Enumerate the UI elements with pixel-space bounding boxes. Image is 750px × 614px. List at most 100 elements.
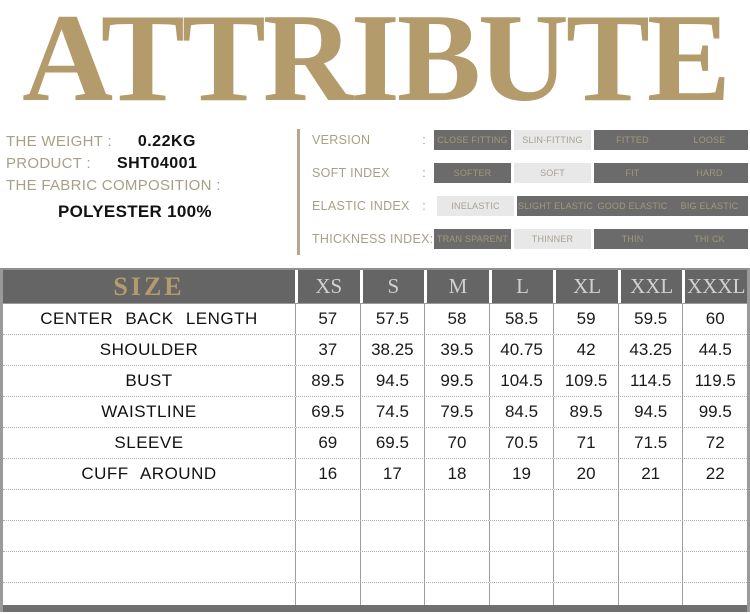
attribute-row-head: ELASTIC INDEX: [312,199,434,213]
size-cell: 60 [682,304,747,334]
attribute-label: SOFT INDEX [312,166,390,180]
size-cell: 21 [617,459,683,489]
size-cell: 72 [682,428,747,458]
size-cell: 79.5 [424,397,489,427]
product-line: PRODUCT : SHT04001 [6,155,297,173]
attribute-label: THICKNESS INDEX [312,232,430,246]
row-label: BUST [125,371,173,390]
option-chip-soft[interactable]: SOFT [514,163,591,183]
option-chip-inelastic[interactable]: INELASTIC [437,196,514,216]
option-chip-close-fitting[interactable]: CLOSE FITTING [434,130,511,150]
size-cell: 84.5 [488,397,554,427]
size-cell: 18 [424,459,489,489]
size-cell [424,552,489,582]
option-chip-fit[interactable]: FIT [594,163,671,183]
size-cell: 94.5 [617,397,683,427]
option-chip-big-elastic[interactable]: BIG ELASTIC [671,196,748,216]
size-cell: 57.5 [359,304,425,334]
size-column-header-l: L [488,270,554,303]
size-cell [682,552,747,582]
size-cell: 71 [553,428,618,458]
size-cell [424,521,489,551]
size-cell: 22 [682,459,747,489]
option-chip-softer[interactable]: SOFTER [434,163,511,183]
option-chip-tran-sparent[interactable]: TRAN SPARENT [434,229,511,249]
size-cell: 44.5 [682,335,747,365]
size-cell [295,490,360,520]
size-cell: 17 [359,459,425,489]
size-cell [295,521,360,551]
row-label: WAISTLINE [101,402,197,421]
size-table: SIZE XS S M L XL XXL XXXL CENTER BACK LENGTH 57… [0,268,750,612]
size-cell [295,583,360,605]
size-column-header-xl: XL [553,270,618,303]
product-value: SHT04001 [116,155,198,172]
option-chip-hard[interactable]: HARD [671,163,748,183]
size-header-label: SIZE [113,272,185,301]
size-cell: 114.5 [617,366,683,396]
attribute-colon: : [422,166,426,180]
info-section: THE WEIGHT : 0.22KG PRODUCT : SHT04001 THE… [0,121,750,258]
option-chip-slight-elastic[interactable]: SLIGHT ELASTIC [517,196,594,216]
size-cell: 59 [553,304,618,334]
row-label [3,552,295,582]
attribute-row-version: VERSION: CLOSE FITTING SLIN-FITTING FITTED L… [312,130,748,150]
attribute-colon: : [422,199,426,213]
size-cell [359,583,425,605]
size-column-header-xxxl: XXXL [682,270,747,303]
size-cell [617,552,683,582]
attribute-row-elastic-index: ELASTIC INDEX: INELASTIC SLIGHT ELASTIC GOO… [312,196,748,216]
size-cell [488,490,554,520]
option-chip-fitted[interactable]: FITTED [594,130,671,150]
weight-line: THE WEIGHT : 0.22KG [6,133,297,151]
table-row-waistline: WAISTLINE 69.5 74.5 79.5 84.5 89.5 94.5 99.5 [3,396,747,427]
table-row-empty [3,489,747,520]
size-cell [553,490,618,520]
table-row-center-back-length: CENTER BACK LENGTH 57 57.5 58 58.5 59 59.5 60 [3,304,747,334]
size-cell [553,521,618,551]
size-cell: 57 [295,304,360,334]
size-cell [617,490,683,520]
attribute-colon: : [422,133,426,147]
attribute-label: VERSION [312,133,371,147]
size-cell: 94.5 [359,366,425,396]
size-cell: 74.5 [359,397,425,427]
size-cell [359,552,425,582]
attribute-row-thickness-index: THICKNESS INDEX: TRAN SPARENT THINNER THIN T… [312,229,748,249]
size-cell: 37 [295,335,360,365]
option-chips: INELASTIC SLIGHT ELASTIC GOOD ELASTIC BIG E… [434,196,748,216]
size-cell: 42 [553,335,618,365]
size-cell: 99.5 [682,397,747,427]
option-chip-thi-ck[interactable]: THI CK [671,229,748,249]
attribute-row-head: VERSION: [312,133,434,147]
attribute-row-head: SOFT INDEX: [312,166,434,180]
size-cell: 59.5 [617,304,683,334]
size-cell: 70 [424,428,489,458]
option-chip-slin-fitting[interactable]: SLIN-FITTING [514,130,591,150]
size-cell: 89.5 [295,366,360,396]
size-cell: 71.5 [617,428,683,458]
size-cell [295,552,360,582]
size-cell [682,583,747,605]
size-cell: 119.5 [682,366,747,396]
size-cell: 16 [295,459,360,489]
size-cell [488,552,554,582]
row-label: CUFF AROUND [81,464,217,483]
option-chip-good-elastic[interactable]: GOOD ELASTIC [594,196,671,216]
row-label: SLEEVE [114,433,184,452]
size-column-header-xxl: XXL [617,270,683,303]
fabric-value: POLYESTER 100% [58,202,212,221]
size-column-header-s: S [359,270,425,303]
size-cell [553,583,618,605]
product-label: PRODUCT : [6,155,91,172]
attribute-row-soft-index: SOFT INDEX: SOFTER SOFT FIT HARD [312,163,748,183]
option-chip-thin[interactable]: THIN [594,229,671,249]
row-label [3,490,295,520]
size-cell: 20 [553,459,618,489]
size-cell: 69 [295,428,360,458]
option-chip-loose[interactable]: LOOSE [671,130,748,150]
weight-label: THE WEIGHT : [6,133,112,150]
section-divider [297,129,300,255]
option-chip-thinner[interactable]: THINNER [514,229,591,249]
